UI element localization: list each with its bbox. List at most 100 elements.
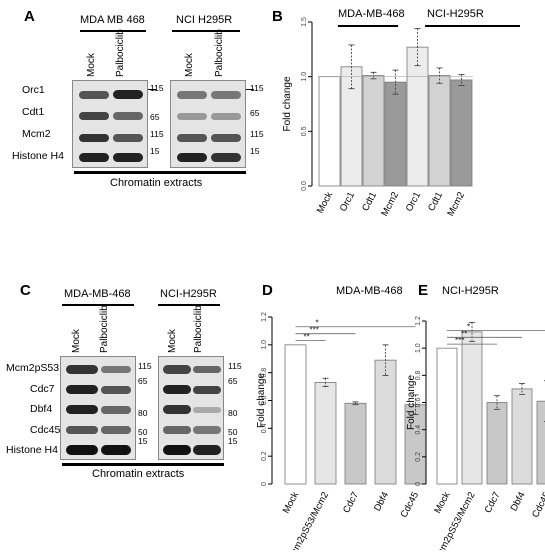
chart-b-category-label: Cdt1 xyxy=(426,190,445,213)
chart-e-y-tick-label: 0 xyxy=(415,482,422,486)
panel-c-cellline-2: NCI-H295R xyxy=(160,288,217,300)
chart-b-y-tick-label: 0.5 xyxy=(301,126,308,136)
panel-a-mw-r-1: 65 xyxy=(250,108,260,118)
chart-d-category-label: Cdc45 xyxy=(399,490,422,519)
panel-a-mw-tick xyxy=(246,89,254,90)
panel-a-protein-orc1: Orc1 xyxy=(22,84,45,96)
chart-b-category-label: Orc1 xyxy=(404,190,423,213)
panel-c-col-mock-2: Mock xyxy=(167,329,178,353)
chart-d-significance-label: *** xyxy=(310,326,319,335)
chart-d-y-tick-label: 0 xyxy=(261,482,268,486)
chart-d-y-tick-label: 1.0 xyxy=(261,340,268,350)
panel-c-mw-l-4: 15 xyxy=(138,436,148,446)
chart-d-bar xyxy=(284,344,307,485)
panel-a-mw-tick xyxy=(148,89,156,90)
panel-a-cellline-1: MDA MB 468 xyxy=(80,14,145,26)
panel-c-col-mock-1: Mock xyxy=(71,329,82,353)
panel-a-protein-histone: Histone H4 xyxy=(12,150,64,162)
panel-c-protein-mcm2ps53: Mcm2pS53 xyxy=(6,362,60,374)
chart-e-bar xyxy=(536,400,545,485)
chart-b-category-label: Orc1 xyxy=(338,190,357,213)
panel-a-col-mock-2: Mock xyxy=(184,53,195,77)
panel-c-blot-mda xyxy=(60,356,136,460)
panel-letter-d: D xyxy=(262,282,273,299)
chart-d-category-label: Cdc7 xyxy=(341,490,361,515)
chart-e-significance-label: ** xyxy=(461,329,467,338)
chart-b-bar xyxy=(406,46,429,187)
chart-d-y-tick-label: 0.8 xyxy=(261,368,268,378)
panel-c-rule-1 xyxy=(62,304,134,306)
panel-a-rule-1 xyxy=(80,30,146,32)
chart-d-bar xyxy=(374,359,397,485)
panel-c-mw-r-2: 80 xyxy=(228,408,238,418)
panel-c-cellline-1: MDA-MB-468 xyxy=(64,288,131,300)
chart-e-bar xyxy=(461,331,483,485)
panel-c-mw-l-0: 115 xyxy=(138,361,152,371)
chart-d-y-tick-label: 0.2 xyxy=(261,451,268,461)
chart-b-group-label: MDA-MB-468 xyxy=(338,8,405,20)
panel-c-protein-dbf4: Dbf4 xyxy=(30,403,53,415)
chart-d-y-tick-label: 0.4 xyxy=(261,423,268,433)
panel-c-rule-2 xyxy=(158,304,220,306)
panel-a-footer-rule xyxy=(74,171,246,174)
panel-a-col-mock-1: Mock xyxy=(86,53,97,77)
panel-a-mw-l-2: 115 xyxy=(150,129,164,139)
panel-c-protein-cdc45: Cdc45 xyxy=(30,424,61,436)
chart-b-bar xyxy=(450,79,473,187)
chart-b-y-tick-label: 1.5 xyxy=(301,17,308,27)
panel-a-blot-nci xyxy=(170,80,246,168)
chart-b-category-label: Cdt1 xyxy=(360,190,379,213)
chart-b-y-tick-label: 1.0 xyxy=(301,72,308,82)
panel-c-mw-r-3: 50 xyxy=(228,427,238,437)
chart-e-title: NCI-H295R xyxy=(442,285,499,297)
panel-c-mw-r-1: 65 xyxy=(228,376,238,386)
panel-c-footer: Chromatin extracts xyxy=(92,468,185,480)
chart-d-category-label: Mcm2pS53/Mcm2 xyxy=(285,490,331,550)
panel-a-col-palbo-2: Palbociclib xyxy=(214,29,225,77)
chart-e-y-tick-label: 1.2 xyxy=(415,316,422,326)
panel-c-mw-l-1: 65 xyxy=(138,376,148,386)
chart-d-y-tick-label: 1.2 xyxy=(261,312,268,322)
chart-d-bar xyxy=(314,382,337,485)
chart-e-significance-label: * xyxy=(467,323,470,332)
panel-a-mw-l-0: 115 xyxy=(150,83,164,93)
chart-b-category-label: Mcm2 xyxy=(445,190,467,218)
panel-c-mw-l-3: 50 xyxy=(138,427,148,437)
chart-e-bar xyxy=(486,402,508,485)
chart-e-bar xyxy=(511,388,533,485)
chart-e-y-tick-label: 0.4 xyxy=(415,425,422,435)
chart-b-bar xyxy=(428,75,451,187)
chart-b-bar xyxy=(318,76,341,187)
chart-e-significance-label: *** xyxy=(455,336,464,345)
panel-c-col-palbo-2: Palbociclib xyxy=(193,305,204,353)
chart-d-significance-label: * xyxy=(316,319,319,328)
panel-a-mw-l-1: 65 xyxy=(150,112,160,122)
panel-c-col-palbo-1: Palbociclib xyxy=(99,305,110,353)
panel-c-mw-r-4: 15 xyxy=(228,436,238,446)
chart-d-title: MDA-MB-468 xyxy=(336,285,403,297)
panel-letter-e: E xyxy=(418,282,429,299)
chart-d-category-label: Dbf4 xyxy=(372,490,391,513)
chart-d-bar xyxy=(404,404,427,485)
chart-e-category-label: Cdc7 xyxy=(483,490,503,515)
panel-a-blot-mda xyxy=(72,80,148,168)
chart-e-category-label: Mcm2pS53/Mcm2 xyxy=(432,490,478,550)
chart-e-y-tick-label: 0.2 xyxy=(415,452,422,462)
panel-a-protein-mcm2: Mcm2 xyxy=(22,128,51,140)
chart-b-bar xyxy=(340,66,363,187)
chart-e-y-label: Fold change xyxy=(406,375,417,430)
panel-a-footer: Chromatin extracts xyxy=(110,177,203,189)
panel-a-mw-l-3: 15 xyxy=(150,146,160,156)
chart-b-y-tick-label: 0.0 xyxy=(301,181,308,191)
panel-c-mw-r-0: 115 xyxy=(228,361,242,371)
chart-b-category-label: Mcm2 xyxy=(379,190,401,218)
chart-d-y-tick-label: 0.6 xyxy=(261,396,268,406)
chart-b-bar xyxy=(362,75,385,187)
chart-e-category-label: Cdc45 xyxy=(530,490,545,519)
panel-letter-b: B xyxy=(272,8,283,25)
chart-b-bar xyxy=(384,81,407,187)
chart-b-y-label: Fold change xyxy=(282,76,293,131)
panel-a-rule-2 xyxy=(172,30,240,32)
chart-d-y-label: Fold change xyxy=(256,373,267,428)
panel-letter-c: C xyxy=(20,282,31,299)
